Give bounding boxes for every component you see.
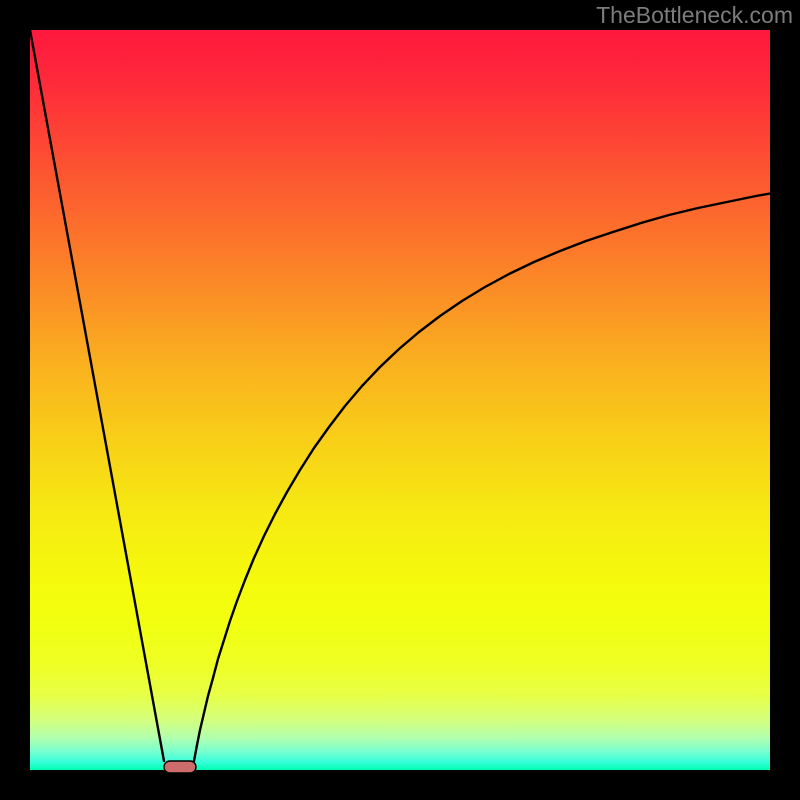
chart-container: TheBottleneck.com	[0, 0, 800, 800]
minimum-marker	[164, 761, 196, 773]
watermark-text: TheBottleneck.com	[596, 2, 793, 28]
plot-background	[30, 30, 770, 770]
chart-svg: TheBottleneck.com	[0, 0, 800, 800]
